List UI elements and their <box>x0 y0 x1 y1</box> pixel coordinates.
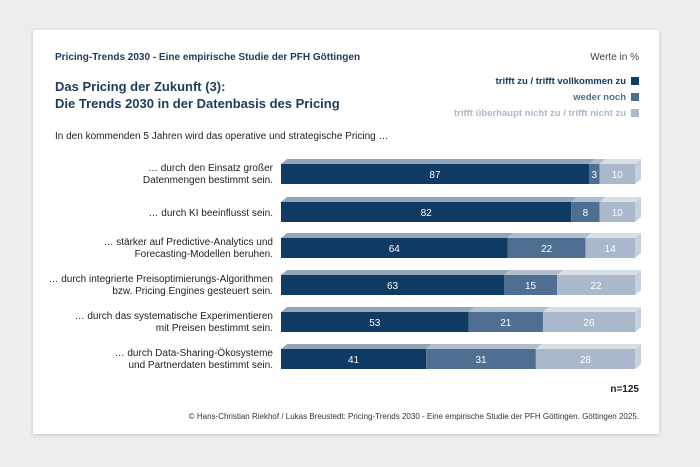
bar-value-label: 64 <box>389 244 401 255</box>
bar-side-face <box>635 197 641 222</box>
bar-top-face <box>281 344 433 349</box>
bar-top-face <box>599 159 641 164</box>
bar-top-face <box>507 233 592 238</box>
bar-top-face <box>281 307 475 312</box>
bar-top-face <box>588 159 606 164</box>
bar-top-face <box>281 159 595 164</box>
legend-item-1: trifft zu / trifft vollkommen zu <box>454 74 639 90</box>
bar-top-face <box>281 233 514 238</box>
category-label-line: mit Preisen bestimmt sein. <box>156 323 273 334</box>
category-label: … durch KI beeinflusst sein. <box>148 208 273 219</box>
bar-top-face <box>542 307 641 312</box>
bar-segment <box>281 164 589 184</box>
bar-value-label: 26 <box>583 318 595 329</box>
bar-value-label: 3 <box>592 170 598 181</box>
bar-segment <box>281 349 427 369</box>
category-label-line: … durch integrierte Preisoptimierungs-Al… <box>48 274 273 285</box>
bar-segment <box>504 275 558 295</box>
bar-value-label: 10 <box>612 170 624 181</box>
legend-label: trifft zu / trifft vollkommen zu <box>495 76 626 87</box>
legend-item-2: weder noch <box>454 90 639 106</box>
bar-segment <box>281 275 505 295</box>
bar-value-label: 21 <box>500 318 512 329</box>
chart-card: Pricing-Trends 2030 - Eine empirische St… <box>33 30 659 434</box>
bar-value-label: 10 <box>612 208 624 219</box>
bar-top-face <box>557 270 641 275</box>
stacked-bar-chart: … durch den Einsatz großer Datenmengen be… <box>48 159 641 371</box>
bar-top-face <box>599 197 641 202</box>
legend-swatch <box>631 77 639 85</box>
category-label-line: und Partnerdaten bestimmt sein. <box>128 360 273 371</box>
bar-segment <box>599 202 635 222</box>
legend-label: weder noch <box>573 92 626 103</box>
legend-item-3: trifft überhaupt nicht zu / trifft nicht… <box>454 106 639 122</box>
bar-value-label: 31 <box>475 355 487 366</box>
bar-value-label: 41 <box>348 355 360 366</box>
category-label: … durch das systematische Experimentiere… <box>75 311 273 334</box>
bar-top-face <box>281 270 511 275</box>
category-label-line: Forecasting-Modellen beruhen. <box>135 249 273 260</box>
source-note: © Hans-Christian Riekhof / Lukas Breuste… <box>188 412 639 421</box>
bar-segment <box>588 164 600 184</box>
bar-side-face <box>635 233 641 258</box>
bar-value-label: 87 <box>429 170 441 181</box>
bar-segment <box>571 202 600 222</box>
bar-segment <box>535 349 635 369</box>
intro-text: In den kommenden 5 Jahren wird das opera… <box>55 131 389 142</box>
bar-value-label: 8 <box>583 208 589 219</box>
category-label-line: … stärker auf Predictive-Analytics und <box>103 237 273 248</box>
bar-segment <box>281 312 469 332</box>
legend: trifft zu / trifft vollkommen zu weder no… <box>454 74 639 122</box>
bar-top-face <box>504 270 564 275</box>
bar-side-face <box>635 270 641 295</box>
bar-segment <box>557 275 635 295</box>
bar-value-label: 28 <box>580 355 592 366</box>
category-label: … durch den Einsatz großer Datenmengen be… <box>143 163 274 186</box>
legend-swatch <box>631 109 639 117</box>
bar-top-face <box>468 307 549 312</box>
chart-title: Das Pricing der Zukunft (3): Die Trends … <box>55 78 340 112</box>
category-label-line: … durch den Einsatz großer <box>148 163 274 174</box>
category-label: … stärker auf Predictive-Analytics und Fo… <box>103 237 273 260</box>
bar-value-label: 82 <box>421 208 433 219</box>
category-label: … durch integrierte Preisoptimierungs-Al… <box>48 274 273 297</box>
category-label-line: … durch Data-Sharing-Ökosysteme <box>115 347 274 359</box>
category-label-line: … durch KI beeinflusst sein. <box>148 208 273 219</box>
bar-top-face <box>535 344 641 349</box>
bar-segment <box>281 202 572 222</box>
category-label-line: Datenmengen bestimmt sein. <box>143 175 273 186</box>
category-label: … durch Data-Sharing-Ökosysteme und Partn… <box>115 347 274 371</box>
bar-value-label: 22 <box>590 281 602 292</box>
bar-value-label: 14 <box>605 244 617 255</box>
bar-side-face <box>635 159 641 184</box>
study-header: Pricing-Trends 2030 - Eine empirische St… <box>55 52 361 63</box>
bar-segment <box>281 238 508 258</box>
bar-top-face <box>281 197 578 202</box>
bar-value-label: 15 <box>525 281 537 292</box>
bar-top-face <box>585 233 641 238</box>
legend-label: trifft überhaupt nicht zu / trifft nicht… <box>453 108 626 119</box>
bar-segment <box>599 164 635 184</box>
chart-title-line-1: Das Pricing der Zukunft (3): <box>55 79 226 94</box>
bar-side-face <box>635 307 641 332</box>
category-label-line: … durch das systematische Experimentiere… <box>75 311 273 322</box>
bar-value-label: 53 <box>369 318 381 329</box>
bar-segment <box>542 312 635 332</box>
bar-side-face <box>635 344 641 369</box>
chart-title-line-2: Die Trends 2030 in der Datenbasis des Pr… <box>55 96 340 111</box>
bar-segment <box>507 238 586 258</box>
bar-segment <box>585 238 635 258</box>
bar-top-face <box>571 197 606 202</box>
sample-size: n=125 <box>610 384 639 395</box>
legend-swatch <box>631 93 639 101</box>
category-label-line: bzw. Pricing Engines gesteuert sein. <box>112 286 273 297</box>
bar-top-face <box>426 344 542 349</box>
bar-value-label: 63 <box>387 281 399 292</box>
bar-segment <box>426 349 536 369</box>
bar-value-label: 22 <box>541 244 553 255</box>
bar-segment <box>468 312 543 332</box>
units-label: Werte in % <box>590 52 639 63</box>
